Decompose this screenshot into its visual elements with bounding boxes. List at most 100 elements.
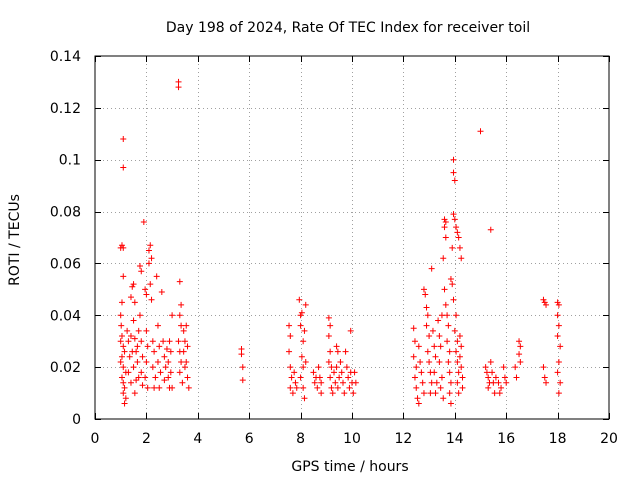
x-tick-label: 6 [245, 431, 254, 447]
data-point [554, 333, 561, 340]
data-point [147, 281, 154, 288]
data-point [485, 384, 492, 391]
data-point [444, 312, 451, 319]
data-point [454, 379, 461, 386]
data-point [120, 244, 127, 251]
data-point [450, 169, 457, 176]
data-point [498, 384, 505, 391]
data-point [316, 374, 323, 381]
y-tick-label: 0.14 [50, 49, 81, 65]
data-point [450, 156, 457, 163]
data-point [183, 358, 190, 365]
data-point [428, 265, 435, 272]
data-point [454, 229, 461, 236]
data-point [445, 358, 452, 365]
y-tick-label: 0.04 [50, 308, 81, 324]
data-point [500, 364, 507, 371]
data-point [458, 255, 465, 262]
data-point [342, 348, 349, 355]
data-point [288, 374, 295, 381]
data-point [163, 345, 170, 352]
data-point [138, 268, 145, 275]
y-tick-label: 0.06 [50, 256, 81, 272]
data-point [328, 364, 335, 371]
data-point [286, 348, 293, 355]
x-tick-label: 0 [91, 431, 100, 447]
data-point [292, 379, 299, 386]
data-point [157, 369, 164, 376]
data-point [179, 379, 186, 386]
data-point [458, 364, 465, 371]
data-point [151, 348, 158, 355]
data-point [442, 218, 449, 225]
data-point [418, 369, 425, 376]
data-point [446, 390, 453, 397]
data-point [297, 374, 304, 381]
y-tick-label: 0.08 [50, 205, 81, 221]
data-point [555, 358, 562, 365]
data-point [491, 390, 498, 397]
data-point [133, 377, 140, 384]
data-point [120, 135, 127, 142]
data-point [427, 390, 434, 397]
data-point [131, 299, 138, 306]
data-point [495, 379, 502, 386]
data-point [167, 348, 174, 355]
data-point [147, 242, 154, 249]
data-point [142, 374, 149, 381]
data-point [333, 343, 340, 350]
data-point [438, 312, 445, 319]
data-point [325, 314, 332, 321]
data-point [239, 377, 246, 384]
data-point [415, 400, 422, 407]
data-point [456, 244, 463, 251]
data-point [148, 296, 155, 303]
data-point [184, 343, 191, 350]
data-point [513, 374, 520, 381]
data-point [175, 78, 182, 85]
x-tick-label: 14 [446, 431, 464, 447]
data-point [328, 384, 335, 391]
data-point [149, 338, 156, 345]
data-point [482, 364, 489, 371]
data-point [136, 312, 143, 319]
data-point [333, 364, 340, 371]
data-point [180, 327, 187, 334]
data-point [301, 395, 308, 402]
data-point [120, 343, 127, 350]
data-point [297, 312, 304, 319]
data-point [540, 296, 547, 303]
data-point [477, 128, 484, 135]
data-point [350, 390, 357, 397]
data-point [134, 343, 141, 350]
data-point [454, 358, 461, 365]
data-point [178, 301, 185, 308]
y-axis-label: ROTI / TECUs [7, 194, 23, 286]
data-point [144, 343, 151, 350]
data-point [120, 364, 127, 371]
data-point [176, 312, 183, 319]
data-point [489, 369, 496, 376]
data-point [426, 333, 433, 340]
data-point [447, 275, 454, 282]
data-point [125, 369, 132, 376]
data-point [143, 327, 150, 334]
data-point [554, 299, 561, 306]
data-point [447, 400, 454, 407]
data-point [139, 382, 146, 389]
data-point [453, 224, 460, 231]
data-point [169, 384, 176, 391]
data-point [432, 390, 439, 397]
data-point [459, 374, 466, 381]
data-point [557, 343, 564, 350]
data-point [413, 384, 420, 391]
data-point [420, 286, 427, 293]
data-point [121, 384, 128, 391]
data-point [446, 369, 453, 376]
data-point [287, 384, 294, 391]
data-point [352, 379, 359, 386]
data-point [124, 327, 131, 334]
data-point [127, 333, 134, 340]
data-point [424, 348, 431, 355]
data-point [158, 288, 165, 295]
